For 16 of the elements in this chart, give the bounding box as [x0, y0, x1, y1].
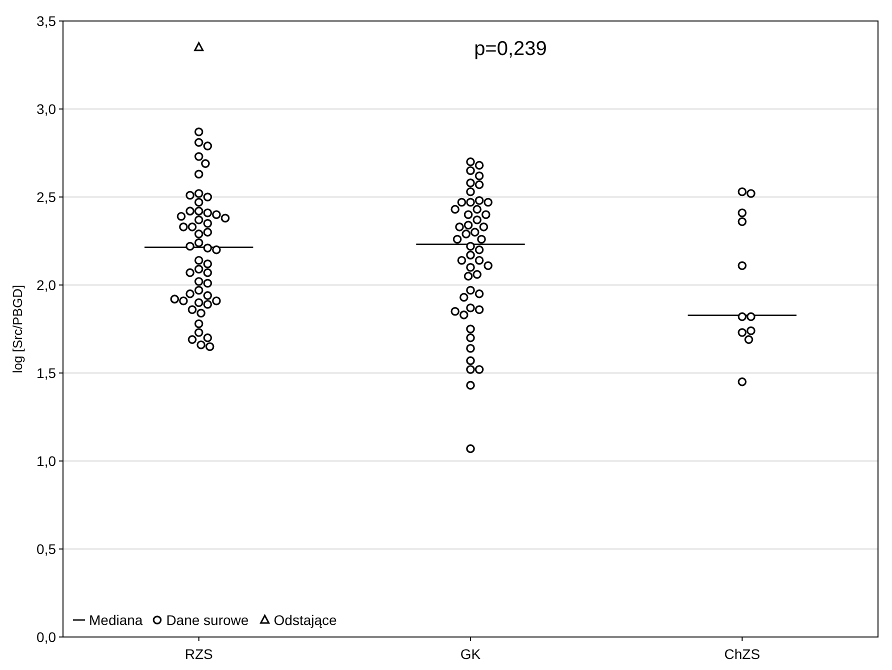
y-tick-label: 0,0	[36, 629, 56, 645]
legend-label: Dane surowe	[166, 612, 249, 628]
y-tick-label: 3,0	[36, 101, 56, 117]
x-tick-label: RZS	[184, 646, 213, 662]
y-tick-label: 1,0	[36, 453, 56, 469]
y-axis-title: log [Src/PBGD]	[10, 284, 25, 374]
legend-label: Mediana	[89, 612, 143, 628]
x-tick-label: GK	[460, 646, 482, 662]
x-tick-label: ChZS	[724, 646, 760, 662]
y-tick-label: 2,5	[36, 189, 56, 205]
y-tick-label: 1,5	[36, 365, 56, 381]
y-tick-label: 0,5	[36, 541, 56, 557]
y-tick-label: 3,5	[36, 13, 56, 29]
annotation: p=0,239	[474, 38, 547, 60]
legend-label: Odstające	[274, 612, 338, 628]
y-tick-label: 2,0	[36, 277, 56, 293]
